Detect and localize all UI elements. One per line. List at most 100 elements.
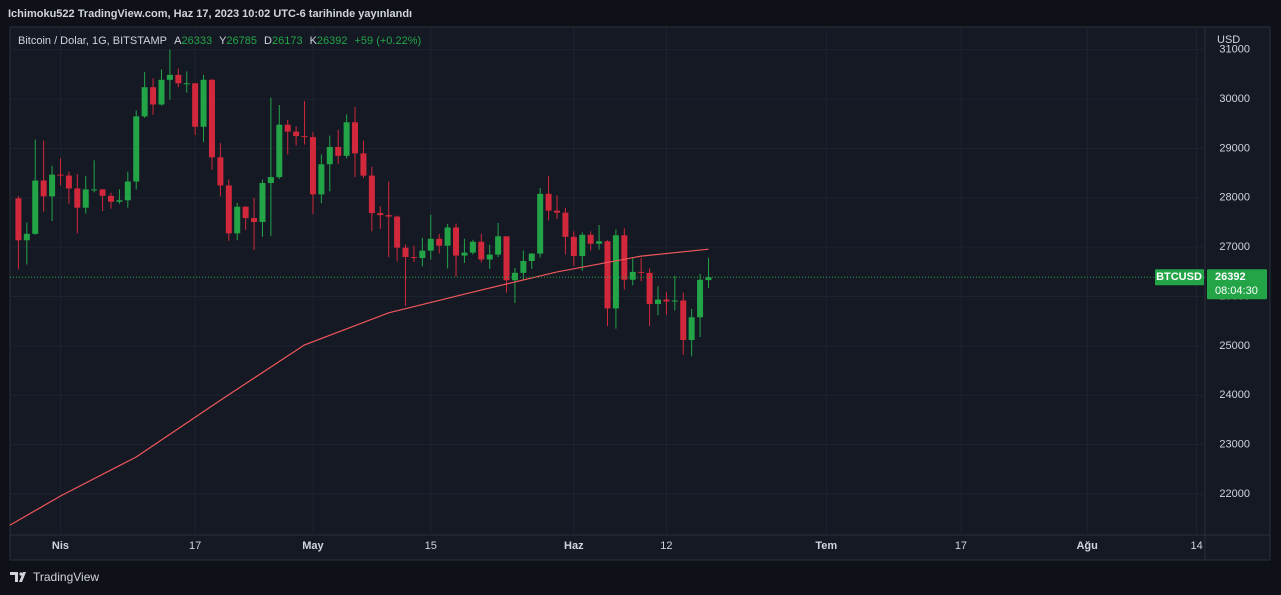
candle-body — [663, 299, 670, 302]
x-tick-label: 12 — [660, 540, 672, 552]
candle-body — [629, 271, 636, 280]
ohlc-value: 26333 — [181, 35, 212, 47]
candle-body — [436, 238, 443, 246]
candle-body — [192, 83, 199, 127]
candle-body — [545, 193, 552, 211]
price-labels: BTCUSD 26392 08:04:30 — [1155, 269, 1267, 300]
candle-body — [23, 233, 30, 241]
ohlc-value: 26173 — [272, 35, 303, 47]
candle-body — [394, 216, 401, 248]
candle-body — [570, 236, 577, 257]
candle-body — [419, 250, 426, 259]
countdown: 08:04:30 — [1215, 285, 1258, 297]
y-tick-label: 24000 — [1219, 389, 1250, 401]
candle-body — [427, 238, 434, 251]
ohlc-label: K — [310, 35, 318, 47]
candle-body — [638, 271, 645, 273]
candle-body — [671, 300, 678, 302]
ohlc-label: Y — [219, 35, 227, 47]
candle-body — [259, 183, 266, 223]
x-tick-label: May — [302, 540, 324, 552]
candle-body — [587, 234, 594, 244]
candle-body — [402, 247, 409, 258]
ohlc-value: 26392 — [317, 35, 348, 47]
candle-body — [478, 241, 485, 260]
candle-body — [284, 124, 291, 132]
y-tick-label: 25000 — [1219, 340, 1250, 352]
candle-body — [158, 79, 165, 105]
candle-body — [276, 124, 283, 178]
candle-body — [326, 146, 333, 165]
x-tick-label: 17 — [955, 540, 967, 552]
grid: 2200023000240002500026000270002800029000… — [10, 27, 1250, 552]
ohlc-label: A — [174, 35, 182, 47]
candle-body — [562, 212, 569, 237]
candle-body — [65, 175, 72, 189]
candle-body — [133, 116, 140, 182]
candle-body — [604, 241, 611, 309]
ohlc-value: 26785 — [226, 35, 257, 47]
candle-body — [124, 181, 131, 201]
candle-body — [554, 210, 561, 213]
candle-body — [141, 87, 148, 117]
footer-logo: TradingView — [10, 570, 99, 584]
candle-body — [495, 236, 502, 255]
header-title: Ichimoku522 TradingView.com, Haz 17, 202… — [8, 8, 412, 20]
symbol: Bitcoin / Dolar, 1G, BITSTAMP — [18, 35, 167, 47]
candle-body — [511, 272, 518, 281]
candle-body — [697, 279, 704, 318]
y-tick-label: 28000 — [1219, 192, 1250, 204]
candle-body — [82, 189, 89, 208]
candle-body — [469, 241, 476, 253]
candle-body — [217, 157, 224, 186]
candle-body — [116, 200, 123, 202]
candle-body — [200, 79, 207, 127]
candle-body — [91, 189, 98, 191]
price-box — [1207, 269, 1267, 300]
candle-body — [377, 213, 384, 216]
candle-body — [150, 87, 157, 105]
candle-body — [318, 164, 325, 195]
candle-body — [225, 185, 232, 234]
ohlc-label: D — [264, 35, 272, 47]
candle-body — [705, 277, 712, 281]
candle-body — [175, 74, 182, 84]
candle-body — [352, 122, 359, 154]
x-tick-label: Nis — [52, 540, 69, 552]
candle-body — [360, 153, 367, 176]
candle-body — [612, 235, 619, 309]
candle-body — [267, 177, 274, 184]
ticker-box — [1155, 269, 1204, 286]
candle-body — [444, 227, 451, 246]
candle-body — [242, 206, 249, 219]
candle-body — [40, 180, 47, 197]
x-tick-label: Ağu — [1076, 540, 1097, 552]
candle-body — [166, 74, 173, 80]
candle-body — [520, 261, 527, 273]
candle-body — [503, 236, 510, 281]
candle-body — [368, 175, 375, 214]
candle-body — [646, 272, 653, 304]
candle-body — [688, 317, 695, 340]
chart-panel — [9, 26, 1271, 561]
candle-body — [486, 254, 493, 260]
candle-body — [335, 146, 342, 156]
candle-body — [15, 198, 22, 241]
change: +59 (+0.22%) — [355, 35, 422, 47]
logo-dot — [19, 572, 23, 576]
candle-body — [537, 193, 544, 254]
y-tick-label: 23000 — [1219, 439, 1250, 451]
x-tick-label: 14 — [1190, 540, 1202, 552]
marks — [9, 49, 1205, 526]
moving-average — [9, 248, 709, 526]
candle-body — [461, 252, 468, 256]
x-tick-label: 17 — [189, 540, 201, 552]
last-price: 26392 — [1215, 271, 1246, 283]
currency: USD — [1217, 34, 1240, 46]
candle-body — [251, 218, 258, 223]
x-tick-label: Haz — [564, 540, 584, 552]
candle-body — [99, 189, 106, 196]
candle-body — [309, 137, 316, 195]
legend: Bitcoin / Dolar, 1G, BITSTAMP A26333 Y2678… — [18, 35, 421, 47]
